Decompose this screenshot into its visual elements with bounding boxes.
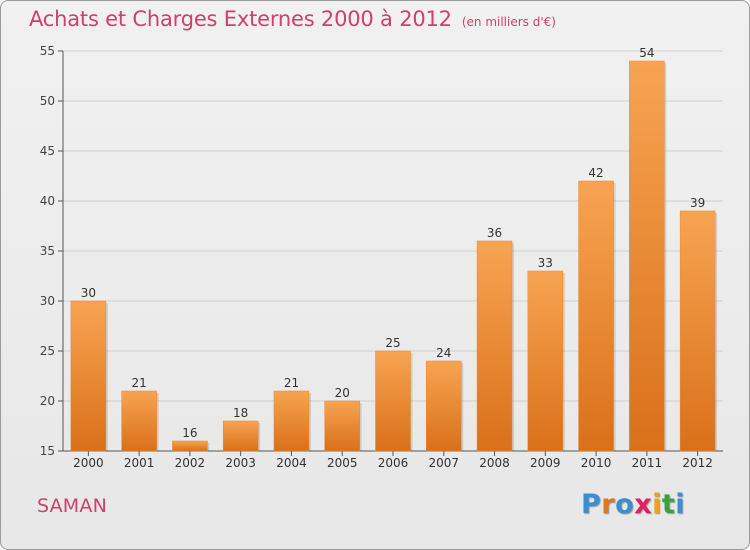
x-tick-label: 2004 [276, 456, 307, 470]
logo-letter: P [581, 489, 602, 520]
data-label: 18 [233, 406, 248, 420]
data-label: 33 [538, 256, 553, 270]
bar-2010 [578, 180, 614, 452]
bar-2003 [222, 420, 259, 452]
data-label: 54 [639, 46, 654, 60]
bar-2001 [121, 390, 157, 452]
x-tick-label: 2010 [581, 456, 612, 470]
bar-2004 [273, 390, 310, 452]
logo-letter: o [615, 489, 635, 520]
proxiti-logo: Proxiti [581, 489, 685, 520]
bar-2002 [172, 440, 208, 452]
bar-2008 [476, 240, 513, 452]
y-tick-label: 20 [40, 394, 55, 408]
logo-letter: i [675, 489, 686, 520]
x-tick-label: 2011 [632, 456, 663, 470]
bar-2012 [679, 210, 716, 452]
data-label: 39 [690, 196, 705, 210]
bar-2006 [375, 350, 411, 452]
x-tick-label: 2012 [682, 456, 713, 470]
x-tick-label: 2001 [124, 456, 155, 470]
x-tick-label: 2005 [327, 456, 358, 470]
y-tick-label: 50 [40, 94, 55, 108]
x-tick-label: 2006 [378, 456, 409, 470]
data-label: 25 [385, 336, 400, 350]
x-tick-label: 2002 [175, 456, 206, 470]
bar-2000 [70, 300, 107, 452]
y-tick-label: 35 [40, 244, 55, 258]
data-labels: 30 21 16 18 21 20 25 24 36 33 42 54 39 [81, 46, 706, 440]
bar-2009 [527, 270, 564, 452]
x-tick-label: 2007 [428, 456, 459, 470]
x-tick-label: 2000 [73, 456, 104, 470]
y-tick-label: 40 [40, 194, 55, 208]
chart-subtitle: (en milliers d'€) [461, 15, 556, 29]
logo-letter: t [661, 489, 676, 520]
data-label: 24 [436, 346, 451, 360]
bar-2005 [324, 400, 360, 452]
x-tick-label: 2008 [479, 456, 510, 470]
tick-labels: 15 20 25 30 35 40 45 50 55 2000 2001 2002 2003 2004 20… [40, 44, 713, 470]
chart-title-area: Achats et Charges Externes 2000 à 2012 (e… [29, 7, 556, 31]
data-label: 16 [182, 426, 197, 440]
data-label: 30 [81, 286, 96, 300]
x-tick-label: 2009 [530, 456, 561, 470]
data-label: 36 [487, 226, 502, 240]
data-label: 21 [284, 376, 299, 390]
data-label: 20 [335, 386, 350, 400]
x-tick-label: 2003 [225, 456, 256, 470]
commune-name: SAMAN [37, 495, 108, 517]
bar-2011 [629, 60, 665, 452]
bar-2007 [426, 360, 462, 452]
logo-letter: i [652, 489, 662, 520]
y-tick-label: 55 [40, 44, 55, 58]
data-label: 21 [132, 376, 147, 390]
bars [70, 60, 718, 452]
y-tick-label: 15 [40, 444, 55, 458]
y-tick-label: 45 [40, 144, 55, 158]
chart-title: Achats et Charges Externes 2000 à 2012 [29, 7, 452, 31]
y-tick-label: 30 [40, 294, 55, 308]
logo-letter: x [634, 489, 653, 520]
data-label: 42 [588, 166, 603, 180]
y-tick-label: 25 [40, 344, 55, 358]
logo-letter: r [601, 489, 616, 520]
